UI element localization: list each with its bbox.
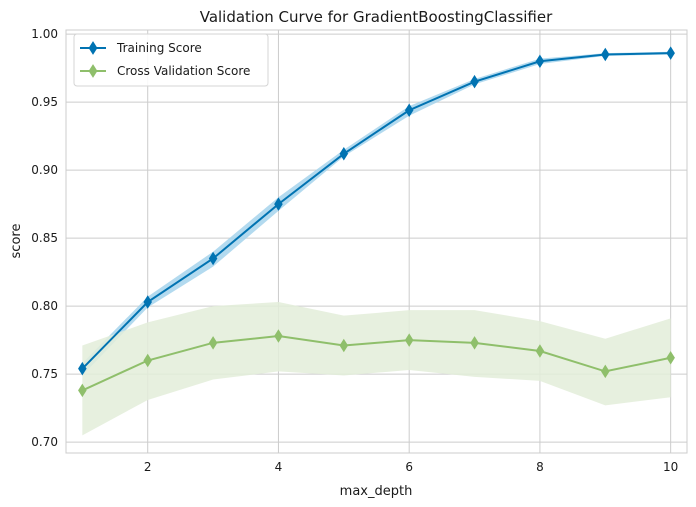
- legend: Training Score Cross Validation Score: [73, 33, 269, 87]
- x-tick-label: 10: [663, 460, 678, 474]
- x-tick-label: 4: [275, 460, 283, 474]
- cross-validation-score-point: [78, 383, 87, 398]
- y-tick-label: 0.95: [31, 95, 58, 109]
- legend-label-cross-validation-score: Cross Validation Score: [117, 64, 250, 78]
- training-score-point: [339, 147, 349, 161]
- training-score-point: [274, 197, 283, 211]
- training-score-point: [601, 47, 610, 62]
- x-tick-label: 8: [536, 460, 544, 474]
- cross-validation-score-line: [81, 335, 671, 392]
- legend-entry-training-score: Training Score: [80, 41, 202, 55]
- legend-marker-cross-validation-score: [88, 64, 98, 78]
- legend-box: [73, 33, 269, 87]
- y-tick-label: 0.75: [31, 367, 58, 381]
- series-lines: [81, 52, 671, 392]
- y-tick-label: 0.80: [31, 299, 58, 313]
- x-tick-label: 6: [405, 460, 413, 474]
- training-score-point: [404, 103, 414, 117]
- chart-title: Validation Curve for GradientBoostingCla…: [200, 8, 553, 26]
- cross-validation-score-point: [470, 336, 479, 350]
- cross-validation-score-point: [535, 344, 545, 358]
- legend-entry-cross-validation-score: Cross Validation Score: [80, 64, 250, 78]
- gridlines: [66, 30, 687, 453]
- training-score-point: [666, 46, 675, 60]
- legend-label-training-score: Training Score: [116, 41, 202, 55]
- cross-validation-score-point: [601, 364, 610, 379]
- training-score-point: [535, 54, 545, 69]
- x-tick-label: 2: [144, 460, 152, 474]
- training-score-point: [470, 74, 479, 89]
- x-axis-label: max_depth: [340, 484, 413, 499]
- training-score-line: [81, 52, 671, 370]
- plot-frame: [65, 29, 688, 454]
- cross-validation-score-point: [666, 351, 675, 365]
- y-tick-label: 0.90: [31, 163, 58, 177]
- training-score-point: [78, 361, 87, 376]
- training-score-point: [208, 251, 218, 266]
- y-tick-label: 0.70: [31, 435, 58, 449]
- x-tick-labels: 2 4 6 8 10: [144, 460, 678, 474]
- series-markers: [78, 46, 675, 398]
- cross-validation-score-point: [143, 353, 152, 368]
- cross-validation-score-point: [274, 329, 283, 343]
- legend-marker-training-score: [88, 41, 98, 55]
- training-score-point: [143, 295, 152, 309]
- cross-validation-score-point: [339, 338, 349, 353]
- y-tick-labels: 0.70 0.75 0.80 0.85 0.90 0.95 1.00: [31, 27, 58, 449]
- cross-validation-score-confidence-band: [82, 302, 671, 436]
- y-axis-label: score: [9, 224, 24, 259]
- cross-validation-score-point: [404, 333, 414, 347]
- y-tick-label: 0.85: [31, 231, 58, 245]
- cross-validation-score-point: [208, 336, 218, 350]
- confidence-bands: [82, 51, 671, 436]
- y-tick-label: 1.00: [31, 27, 58, 41]
